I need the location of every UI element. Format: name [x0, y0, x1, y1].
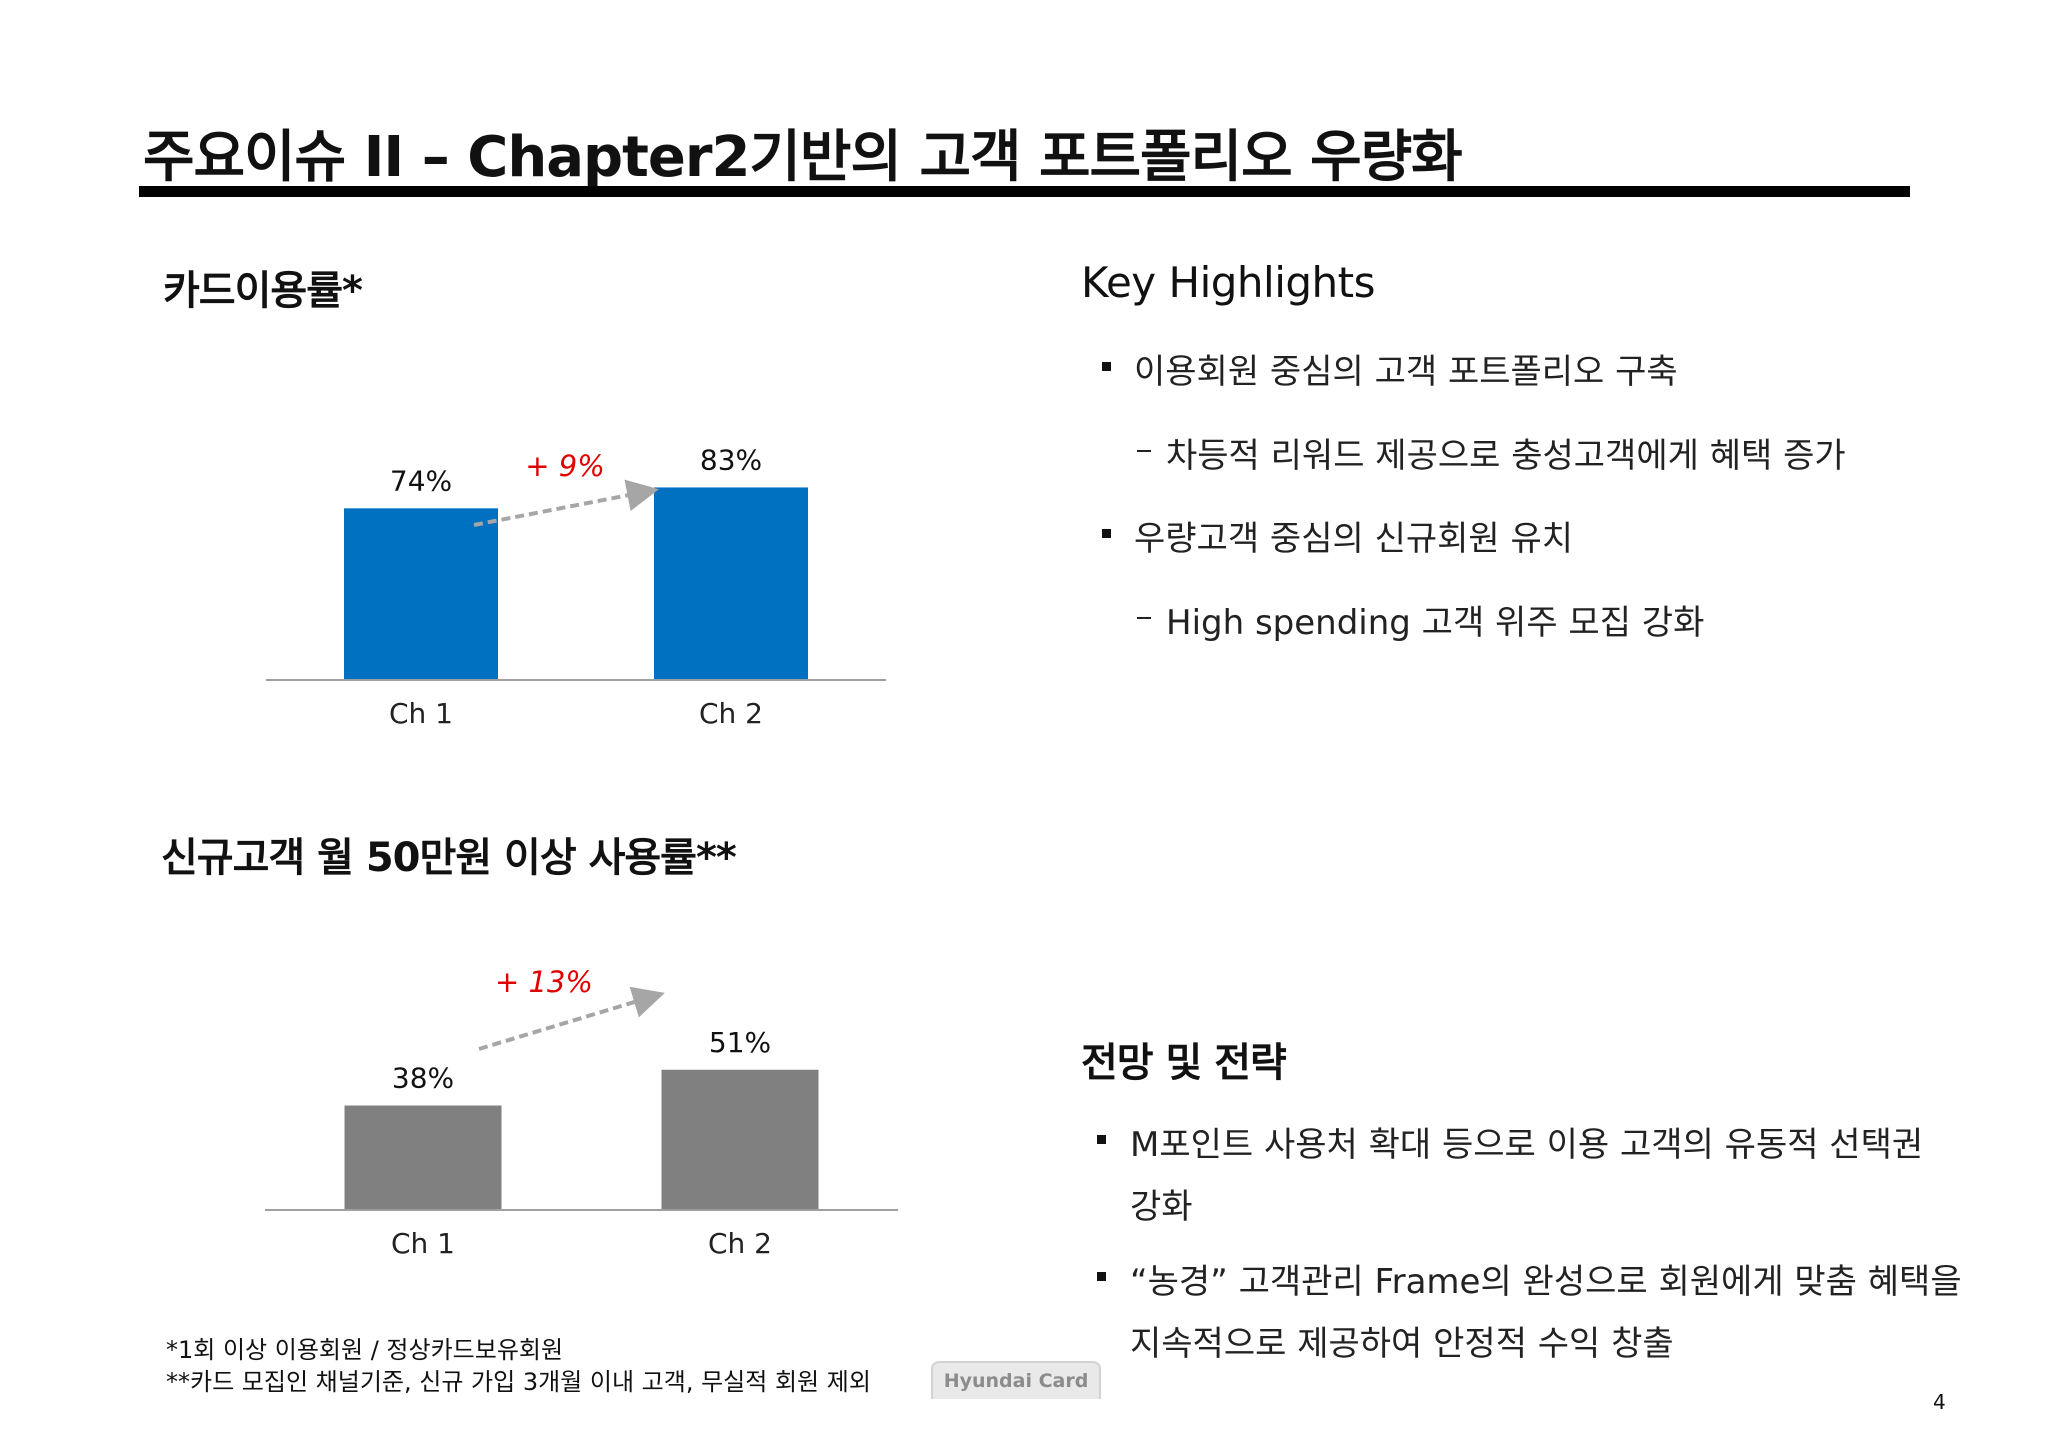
title-underline	[139, 186, 1910, 197]
chart1-category-label: Ch 2	[699, 697, 763, 730]
dash-icon	[1137, 617, 1151, 619]
highlight-subitem: 차등적 리워드 제공으로 충성고객에게 혜택 증가	[1166, 436, 1846, 476]
highlight-item: 이용회원 중심의 고객 포트폴리오 구축	[1134, 352, 1678, 392]
chart2-bar-ch1	[344, 1105, 502, 1210]
highlight-item: 우량고객 중심의 신규회원 유치	[1134, 519, 1574, 559]
bullet-icon	[1097, 1135, 1106, 1144]
chart1-value-label: 74%	[390, 464, 452, 497]
hyundai-card-logo: Hyundai Card	[931, 1361, 1101, 1399]
outlook-item-line: 강화	[1130, 1187, 1193, 1227]
chart2-bar-ch2	[661, 1069, 819, 1210]
chart2-title: 신규고객 월 50만원 이상 사용률**	[161, 835, 737, 881]
chart2-value-label: 51%	[709, 1026, 771, 1059]
chart1-bar-ch2	[654, 487, 808, 680]
chart1-title: 카드이용률*	[163, 268, 363, 314]
bullet-icon	[1102, 362, 1111, 371]
footnote-2: **카드 모집인 채널기준, 신규 가입 3개월 이내 고객, 무실적 회원 제…	[166, 1368, 871, 1396]
outlook-item-line: “농경” 고객관리 Frame의 완성으로 회원에게 맞춤 혜택을	[1130, 1262, 1962, 1302]
key-highlights-title: Key Highlights	[1081, 258, 1376, 307]
outlook-item-line: 지속적으로 제공하여 안정적 수익 창출	[1130, 1324, 1674, 1364]
chart1-bar-ch1	[344, 508, 498, 680]
dash-icon	[1137, 450, 1151, 452]
bullet-icon	[1102, 529, 1111, 538]
outlook-title: 전망 및 전략	[1081, 1040, 1287, 1086]
chart2-growth-arrow	[478, 986, 665, 1051]
chart2-category-label: Ch 1	[391, 1227, 455, 1260]
highlight-subitem: High spending 고객 위주 모집 강화	[1166, 603, 1705, 643]
chart2-growth-annotation: + 13%	[495, 965, 593, 999]
footnote-1: *1회 이상 이용회원 / 정상카드보유회원	[166, 1336, 564, 1364]
outlook-item-line: M포인트 사용처 확대 등으로 이용 고객의 유동적 선택권	[1130, 1125, 1924, 1165]
chart2-value-label: 38%	[392, 1062, 454, 1095]
chart1-card-usage-rate: 74% Ch 1 83% Ch 2 + 9% 38% Ch 1 51% Ch 2 + 13%	[265, 443, 898, 1260]
chart1-growth-annotation: + 9%	[525, 449, 605, 483]
chart1-value-label: 83%	[700, 443, 762, 476]
page-number: 4	[1933, 1390, 1946, 1414]
chart1-category-label: Ch 1	[389, 697, 453, 730]
chart2-category-label: Ch 2	[708, 1227, 772, 1260]
page-title: 주요이슈 II – Chapter2기반의 고객 포트폴리오 우량화	[143, 125, 1463, 190]
bullet-icon	[1097, 1272, 1106, 1281]
chart1-growth-arrow	[473, 479, 659, 527]
logo-text: Hyundai Card	[943, 1370, 1089, 1392]
